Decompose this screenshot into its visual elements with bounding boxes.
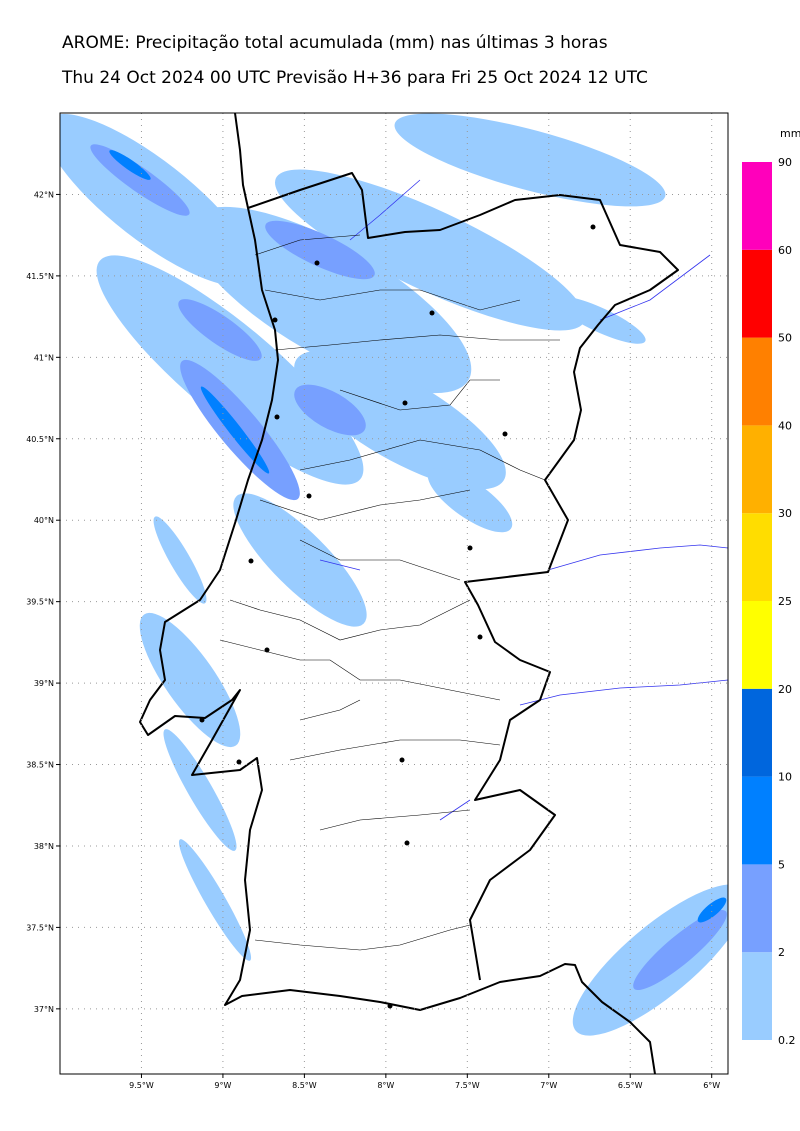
colorbar-label: 0.2 [778,1034,796,1047]
y-tick-label: 39.5°N [26,598,54,607]
y-tick-label: 38.5°N [26,761,54,770]
colorbar-segment [742,688,772,777]
x-tick-label: 6.5°W [618,1081,643,1090]
colorbar-segment [742,337,772,426]
y-tick-label: 40°N [34,516,54,525]
y-tick-label: 42°N [34,190,54,199]
colorbar-label: 10 [778,771,792,784]
colorbar-label: 90 [778,156,792,169]
title: AROME: Precipitação total acumulada (mm)… [62,33,608,53]
subtitle: Thu 24 Oct 2024 00 UTC Previsão H+36 par… [61,68,648,88]
x-tick-label: 9.5°W [129,1081,154,1090]
coastline [139,113,679,1074]
y-tick-label: 39°N [34,679,54,688]
colorbar-segment [742,952,772,1040]
colorbar-label: 25 [778,595,792,608]
y-tick-label: 37°N [34,1005,54,1014]
x-tick-label: 7.5°W [455,1081,480,1090]
colorbar-label: 40 [778,419,792,432]
colorbar-segment [742,249,772,338]
y-tick-label: 37.5°N [26,923,54,932]
y-tick-label: 38°N [34,842,54,851]
colorbar-label: 2 [778,946,785,959]
x-tick-label: 8.5°W [292,1081,317,1090]
x-tick-label: 9°W [214,1081,231,1090]
x-tick-label: 8°W [377,1081,394,1090]
colorbar-segment [742,425,772,514]
colorbar-label: 30 [778,507,792,520]
y-tick-label: 41.5°N [26,272,54,281]
x-tick-label: 6°W [703,1081,720,1090]
colorbar-label: 50 [778,332,792,345]
colorbar-unit: mm [780,127,800,140]
colorbar-segment [742,513,772,601]
precipitation-heavy [109,150,727,923]
colorbar-label: 5 [778,858,785,871]
colorbar-segment [742,162,772,250]
colorbar-label: 20 [778,683,792,696]
x-tick-label: 7°W [540,1081,557,1090]
district-border [219,234,560,951]
colorbar-segment [742,864,772,953]
map-frame [59,112,729,1075]
map [60,113,728,1074]
cities [199,224,596,1009]
y-tick-label: 41°N [34,353,54,362]
y-tick-label: 40.5°N [26,435,54,444]
colorbar-segment [742,776,772,865]
colorbar-segment [742,601,772,689]
colorbar-label: 60 [778,244,792,257]
